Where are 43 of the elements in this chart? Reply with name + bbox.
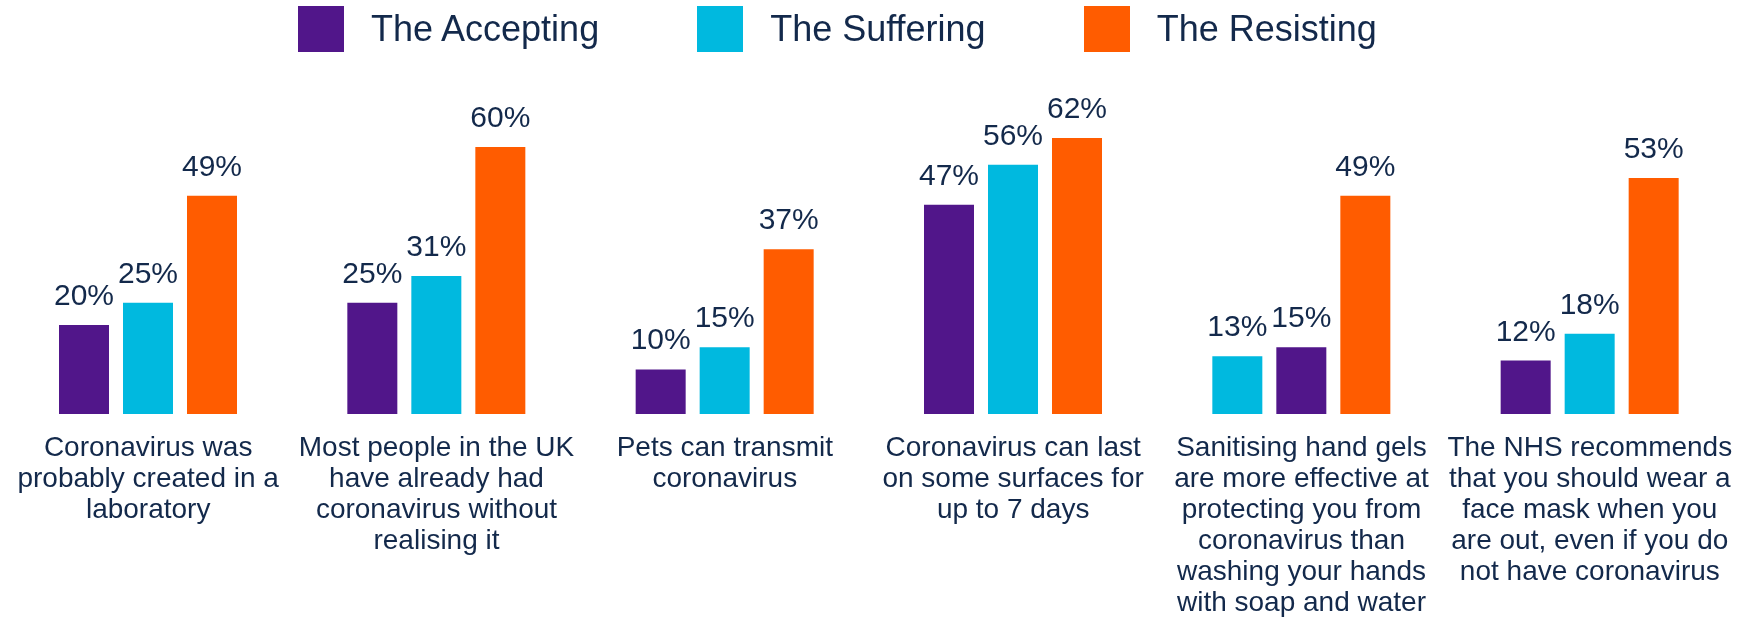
bar	[635, 369, 686, 414]
data-label: 62%	[1046, 91, 1108, 124]
data-label: 10%	[630, 322, 691, 356]
data-label: 25%	[342, 255, 403, 289]
legend-label: The Suffering	[770, 7, 986, 51]
bar	[699, 347, 750, 414]
data-label: 15%	[694, 300, 755, 334]
data-label: 31%	[406, 229, 467, 262]
bar	[411, 276, 462, 414]
bar	[1500, 360, 1551, 414]
legend-label: The Resisting	[1156, 7, 1377, 51]
data-label: 12%	[1495, 313, 1556, 347]
data-label: 20%	[53, 277, 115, 311]
data-label: 53%	[1623, 131, 1684, 165]
x-tick-label: Most people in the UK have already had coronavirus without realising it	[298, 431, 575, 555]
bar	[1340, 195, 1391, 414]
data-label: 49%	[1335, 148, 1396, 182]
data-label: 18%	[1559, 286, 1620, 320]
x-tick-label: Coronavirus was probably created in a laboratory	[17, 431, 280, 524]
bar	[1564, 333, 1615, 414]
bar	[763, 249, 814, 414]
bar	[123, 302, 173, 414]
data-label: 37%	[758, 202, 819, 236]
x-tick-label: Sanitising hand gels are more effective at protecting you from coronavirus than washing your hands with soap and water	[1174, 431, 1430, 617]
bar	[187, 195, 237, 414]
x-tick-label: Coronavirus can last on some surfaces for up to 7 days	[882, 431, 1144, 524]
data-label: 47%	[918, 157, 980, 191]
data-label: 25%	[117, 255, 179, 289]
bar	[475, 146, 526, 414]
bar	[988, 164, 1038, 414]
x-tick-label: Pets can transmit coronavirus	[616, 431, 834, 493]
data-label: 13%	[1207, 309, 1268, 343]
data-label: 56%	[982, 117, 1044, 151]
bar	[59, 324, 109, 414]
bar	[924, 204, 974, 414]
legend-label: The Accepting	[371, 7, 600, 51]
bar	[1052, 138, 1102, 414]
data-label: 15%	[1271, 300, 1332, 334]
data-label: 49%	[181, 148, 243, 182]
bar	[347, 302, 398, 414]
bar	[1628, 178, 1679, 414]
x-tick-label: The NHS recommends that you should wear a face mask when you are out, even if you do not have coronavirus	[1447, 431, 1733, 586]
data-label: 60%	[470, 99, 531, 133]
